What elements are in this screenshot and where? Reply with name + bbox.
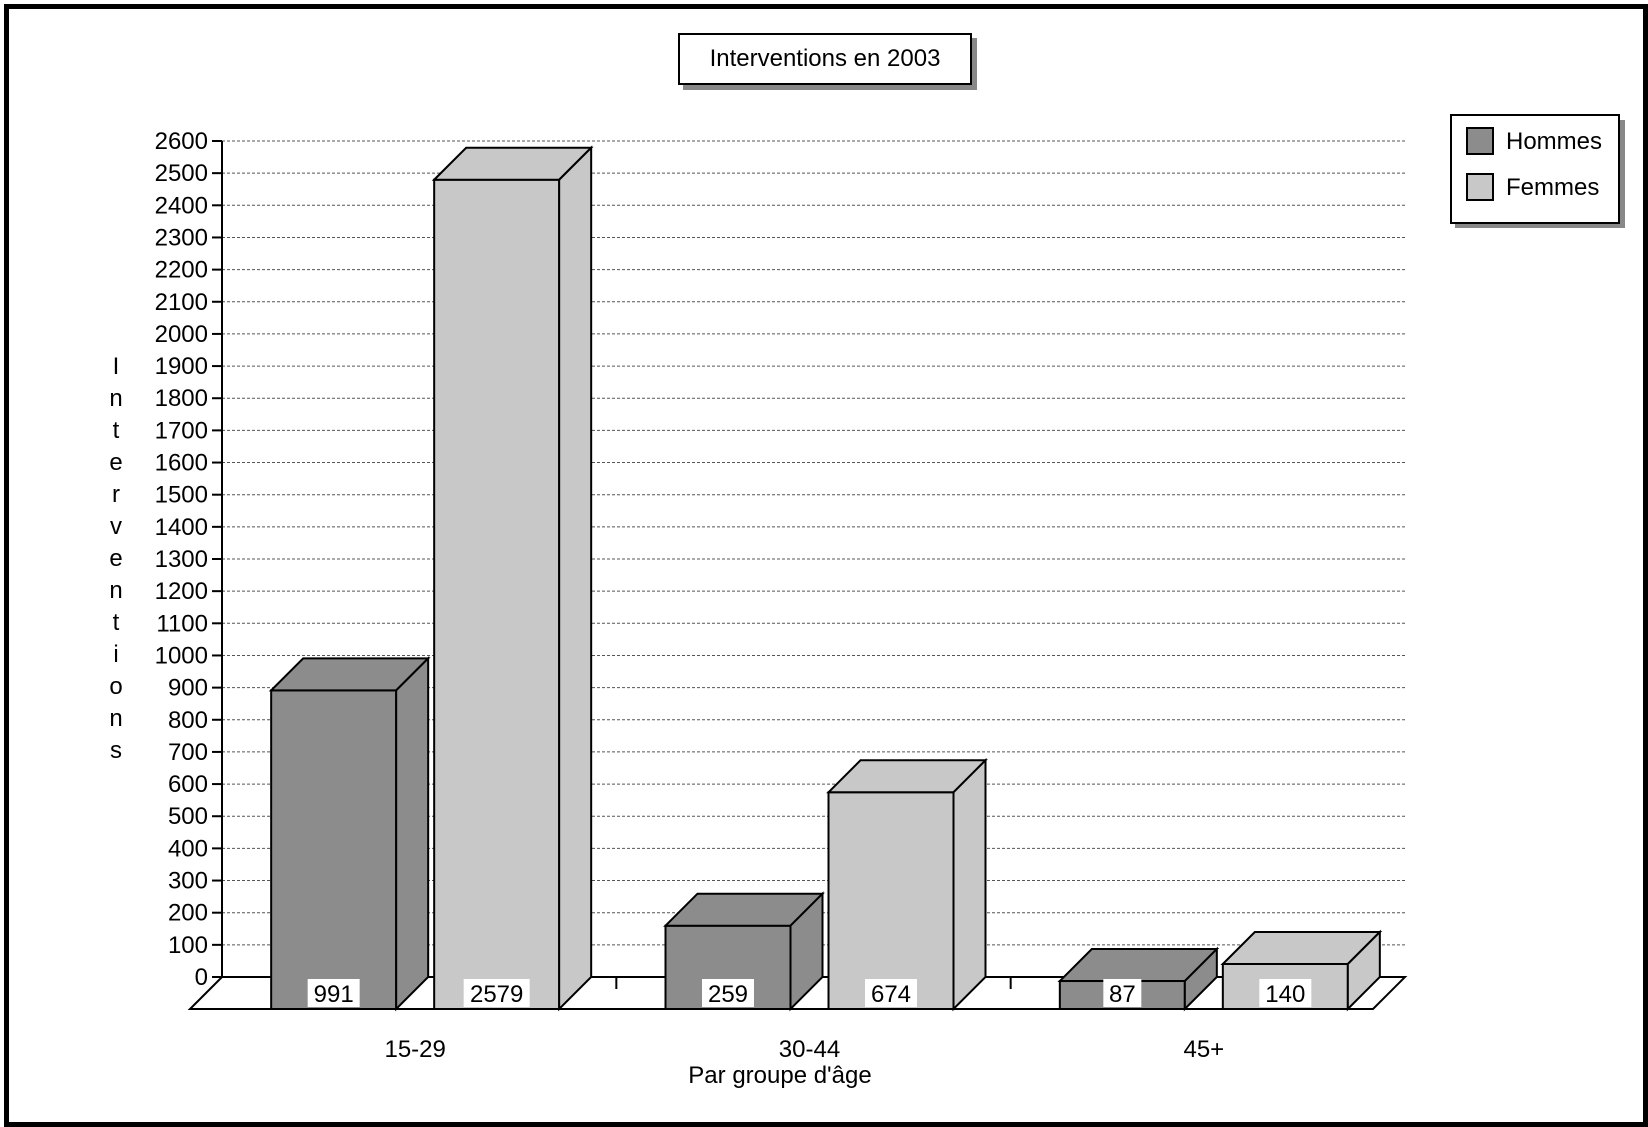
data-label: 674 (871, 981, 911, 1008)
bar-side (395, 655, 430, 1012)
y-tick-label: 700 (168, 739, 208, 766)
y-tick-label: 2200 (155, 257, 208, 284)
y-tick-label: 1100 (156, 610, 208, 637)
y-tick-label: 400 (168, 835, 208, 862)
y-tick-label: 1300 (155, 546, 208, 573)
y-tick-label: 1900 (155, 353, 208, 380)
data-label-bg (702, 979, 754, 1007)
x-tick-label: 15-29 (384, 1036, 445, 1063)
legend-label-hommes: Hommes (1506, 128, 1603, 155)
legend-swatch-hommes (1466, 127, 1494, 155)
data-label-bg (1259, 979, 1312, 1007)
y-tick-label: 1000 (155, 642, 208, 669)
y-tick-label: 200 (168, 900, 208, 927)
y-tick-label: 1400 (155, 514, 208, 541)
bar-side (789, 891, 824, 1012)
x-axis-title: Par groupe d'âge (688, 1062, 871, 1089)
data-label-bg (1103, 979, 1142, 1007)
y-tick-label: 500 (168, 803, 208, 830)
legend: Hommes Femmes (1450, 114, 1620, 224)
y-tick-label: 800 (168, 707, 208, 734)
y-tick-label: 2100 (155, 289, 208, 316)
y-tick-label: 600 (168, 771, 208, 798)
bar-side (1346, 929, 1381, 1012)
data-label: 991 (314, 981, 354, 1008)
legend-swatch-femmes (1466, 173, 1494, 201)
bar-front (433, 178, 561, 1010)
data-label-bg (463, 979, 530, 1007)
y-tick-label: 2000 (155, 321, 208, 348)
data-label: 87 (1109, 981, 1136, 1008)
data-label-bg (865, 979, 917, 1007)
chart-title: Interventions en 2003 (678, 33, 972, 85)
x-tick-label: 30-44 (779, 1036, 840, 1063)
y-tick-label: 1700 (155, 417, 208, 444)
data-label: 259 (708, 981, 748, 1008)
legend-label-femmes: Femmes (1506, 174, 1600, 201)
y-tick-label: 300 (168, 868, 208, 895)
data-label-bg (307, 979, 360, 1007)
y-tick-label: 2500 (155, 160, 208, 187)
y-tick-label: 900 (168, 675, 208, 702)
bar-front (270, 689, 398, 1011)
data-label: 2579 (470, 981, 523, 1008)
bar-side (1183, 946, 1218, 1012)
x-tick-label: 45+ (1183, 1036, 1224, 1063)
bar-front (827, 791, 955, 1010)
y-tick-label: 2300 (155, 224, 208, 251)
bar-side (952, 757, 987, 1012)
y-tick-label: 1800 (155, 385, 208, 412)
y-tick-label: 1600 (155, 450, 208, 477)
y-tick-label: 1200 (155, 578, 208, 605)
y-tick-label: 2600 (155, 128, 208, 155)
y-tick-label: 100 (168, 932, 208, 959)
y-tick-label: 0 (195, 964, 208, 991)
y-tick-label: 1500 (155, 482, 208, 509)
y-tick-label: 2400 (155, 192, 208, 219)
data-label: 140 (1265, 981, 1305, 1008)
bar-side (558, 145, 593, 1012)
